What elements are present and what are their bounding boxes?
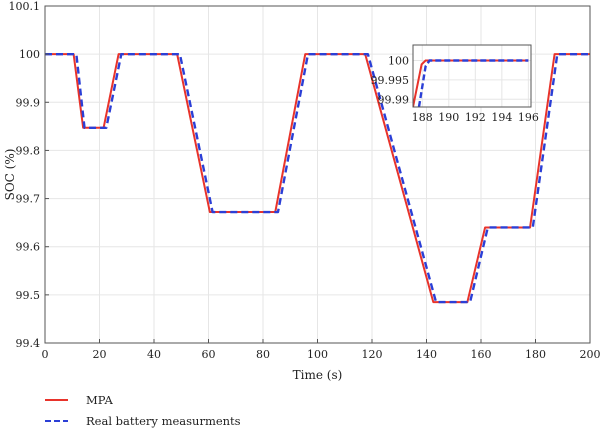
x-tick-label: 0 bbox=[42, 348, 49, 361]
inset-line-real-battery bbox=[417, 59, 529, 107]
legend-label-real-battery: Real battery measurments bbox=[86, 414, 241, 428]
inset-x-tick-label: 192 bbox=[465, 111, 486, 124]
y-tick-label: 99.9 bbox=[16, 96, 41, 109]
x-tick-label: 100 bbox=[307, 348, 328, 361]
y-axis-label: SOC (%) bbox=[3, 149, 17, 201]
x-tick-labels: 0 20 40 60 80 100 120 140 160 180 200 bbox=[42, 339, 600, 361]
y-tick-label: 100 bbox=[19, 48, 40, 61]
inset-background bbox=[413, 45, 531, 107]
inset-frame bbox=[412, 44, 532, 108]
inset-x-tick-label: 194 bbox=[491, 111, 512, 124]
x-tick-label: 120 bbox=[362, 348, 383, 361]
inset-x-tick-label: 188 bbox=[412, 111, 433, 124]
inset-y-tick-labels: 99.99 99.995 100 bbox=[371, 55, 410, 107]
inset-plot-lines bbox=[413, 59, 529, 107]
inset-y-tick-label: 99.99 bbox=[378, 93, 410, 106]
y-tick-label: 99.6 bbox=[16, 241, 41, 254]
legend: MPA Real battery measurments bbox=[45, 393, 241, 428]
inset-x-tick-label: 190 bbox=[438, 111, 459, 124]
inset-y-tick-label: 100 bbox=[388, 55, 409, 68]
y-tick-labels: 99.4 99.5 99.6 99.7 99.8 99.9 100 100.1 bbox=[9, 0, 49, 350]
series-line-real-battery bbox=[45, 52, 590, 304]
y-tick-label: 100.1 bbox=[9, 0, 41, 13]
x-tick-label: 60 bbox=[202, 348, 216, 361]
x-tick-label: 180 bbox=[525, 348, 546, 361]
y-tick-label: 99.8 bbox=[16, 144, 41, 157]
y-tick-label: 99.7 bbox=[16, 193, 41, 206]
x-tick-label: 200 bbox=[580, 348, 600, 361]
y-tick-label: 99.5 bbox=[16, 289, 41, 302]
y-tick-label: 99.4 bbox=[16, 337, 41, 350]
inset-x-tick-labels: 188 190 192 194 196 bbox=[412, 111, 539, 124]
inset-zoom-plot: 188 190 192 194 196 99.99 99.995 100 bbox=[371, 44, 539, 124]
x-tick-label: 160 bbox=[471, 348, 492, 361]
x-tick-label: 80 bbox=[256, 348, 270, 361]
inset-x-tick-label: 196 bbox=[518, 111, 539, 124]
main-plot-lines bbox=[45, 52, 590, 304]
legend-label-mpa: MPA bbox=[86, 393, 113, 407]
x-tick-label: 40 bbox=[147, 348, 161, 361]
inset-y-tick-label: 99.995 bbox=[371, 74, 410, 87]
x-axis-label: Time (s) bbox=[293, 368, 343, 382]
x-tick-label: 20 bbox=[93, 348, 107, 361]
x-tick-label: 140 bbox=[416, 348, 437, 361]
